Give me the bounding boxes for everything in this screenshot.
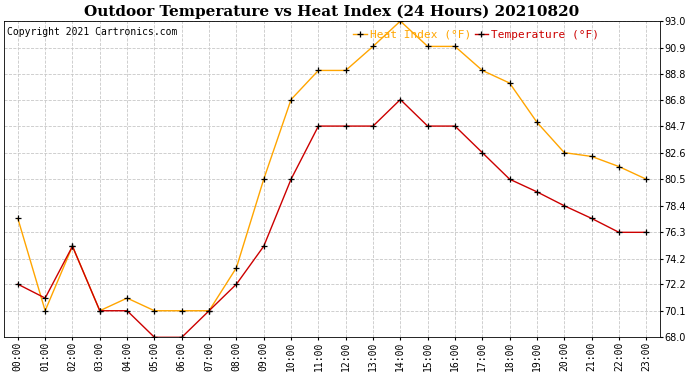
Temperature (°F) (205, 309, 213, 313)
Heat Index (°F) (205, 309, 213, 313)
Heat Index (°F) (41, 309, 49, 313)
Heat Index (°F) (615, 164, 623, 169)
Heat Index (°F) (14, 216, 22, 220)
Temperature (°F) (259, 244, 268, 249)
Temperature (°F) (68, 244, 77, 249)
Text: Copyright 2021 Cartronics.com: Copyright 2021 Cartronics.com (8, 27, 178, 38)
Line: Temperature (°F): Temperature (°F) (15, 97, 649, 340)
Temperature (°F) (560, 204, 569, 208)
Temperature (°F) (41, 296, 49, 300)
Heat Index (°F) (451, 44, 459, 49)
Temperature (°F) (642, 230, 651, 235)
Temperature (°F) (451, 124, 459, 128)
Heat Index (°F) (342, 68, 350, 73)
Temperature (°F) (615, 230, 623, 235)
Title: Outdoor Temperature vs Heat Index (24 Hours) 20210820: Outdoor Temperature vs Heat Index (24 Ho… (84, 4, 580, 18)
Temperature (°F) (396, 97, 404, 102)
Legend: Heat Index (°F), Temperature (°F): Heat Index (°F), Temperature (°F) (353, 30, 600, 40)
Heat Index (°F) (233, 266, 241, 270)
Heat Index (°F) (560, 150, 569, 155)
Temperature (°F) (314, 124, 322, 128)
Temperature (°F) (287, 177, 295, 182)
Heat Index (°F) (150, 309, 159, 313)
Heat Index (°F) (287, 97, 295, 102)
Heat Index (°F) (96, 309, 104, 313)
Temperature (°F) (150, 335, 159, 339)
Heat Index (°F) (506, 81, 514, 86)
Heat Index (°F) (396, 19, 404, 23)
Heat Index (°F) (424, 44, 432, 49)
Temperature (°F) (342, 124, 350, 128)
Heat Index (°F) (642, 177, 651, 182)
Temperature (°F) (123, 309, 131, 313)
Heat Index (°F) (259, 177, 268, 182)
Heat Index (°F) (587, 154, 595, 159)
Line: Heat Index (°F): Heat Index (°F) (15, 18, 649, 313)
Temperature (°F) (233, 282, 241, 286)
Heat Index (°F) (177, 309, 186, 313)
Temperature (°F) (506, 177, 514, 182)
Heat Index (°F) (314, 68, 322, 73)
Temperature (°F) (96, 309, 104, 313)
Temperature (°F) (424, 124, 432, 128)
Temperature (°F) (369, 124, 377, 128)
Heat Index (°F) (478, 68, 486, 73)
Temperature (°F) (587, 216, 595, 220)
Temperature (°F) (177, 335, 186, 339)
Heat Index (°F) (369, 44, 377, 49)
Heat Index (°F) (123, 296, 131, 300)
Heat Index (°F) (533, 120, 541, 124)
Temperature (°F) (533, 190, 541, 194)
Temperature (°F) (478, 150, 486, 155)
Temperature (°F) (14, 282, 22, 286)
Heat Index (°F) (68, 244, 77, 249)
